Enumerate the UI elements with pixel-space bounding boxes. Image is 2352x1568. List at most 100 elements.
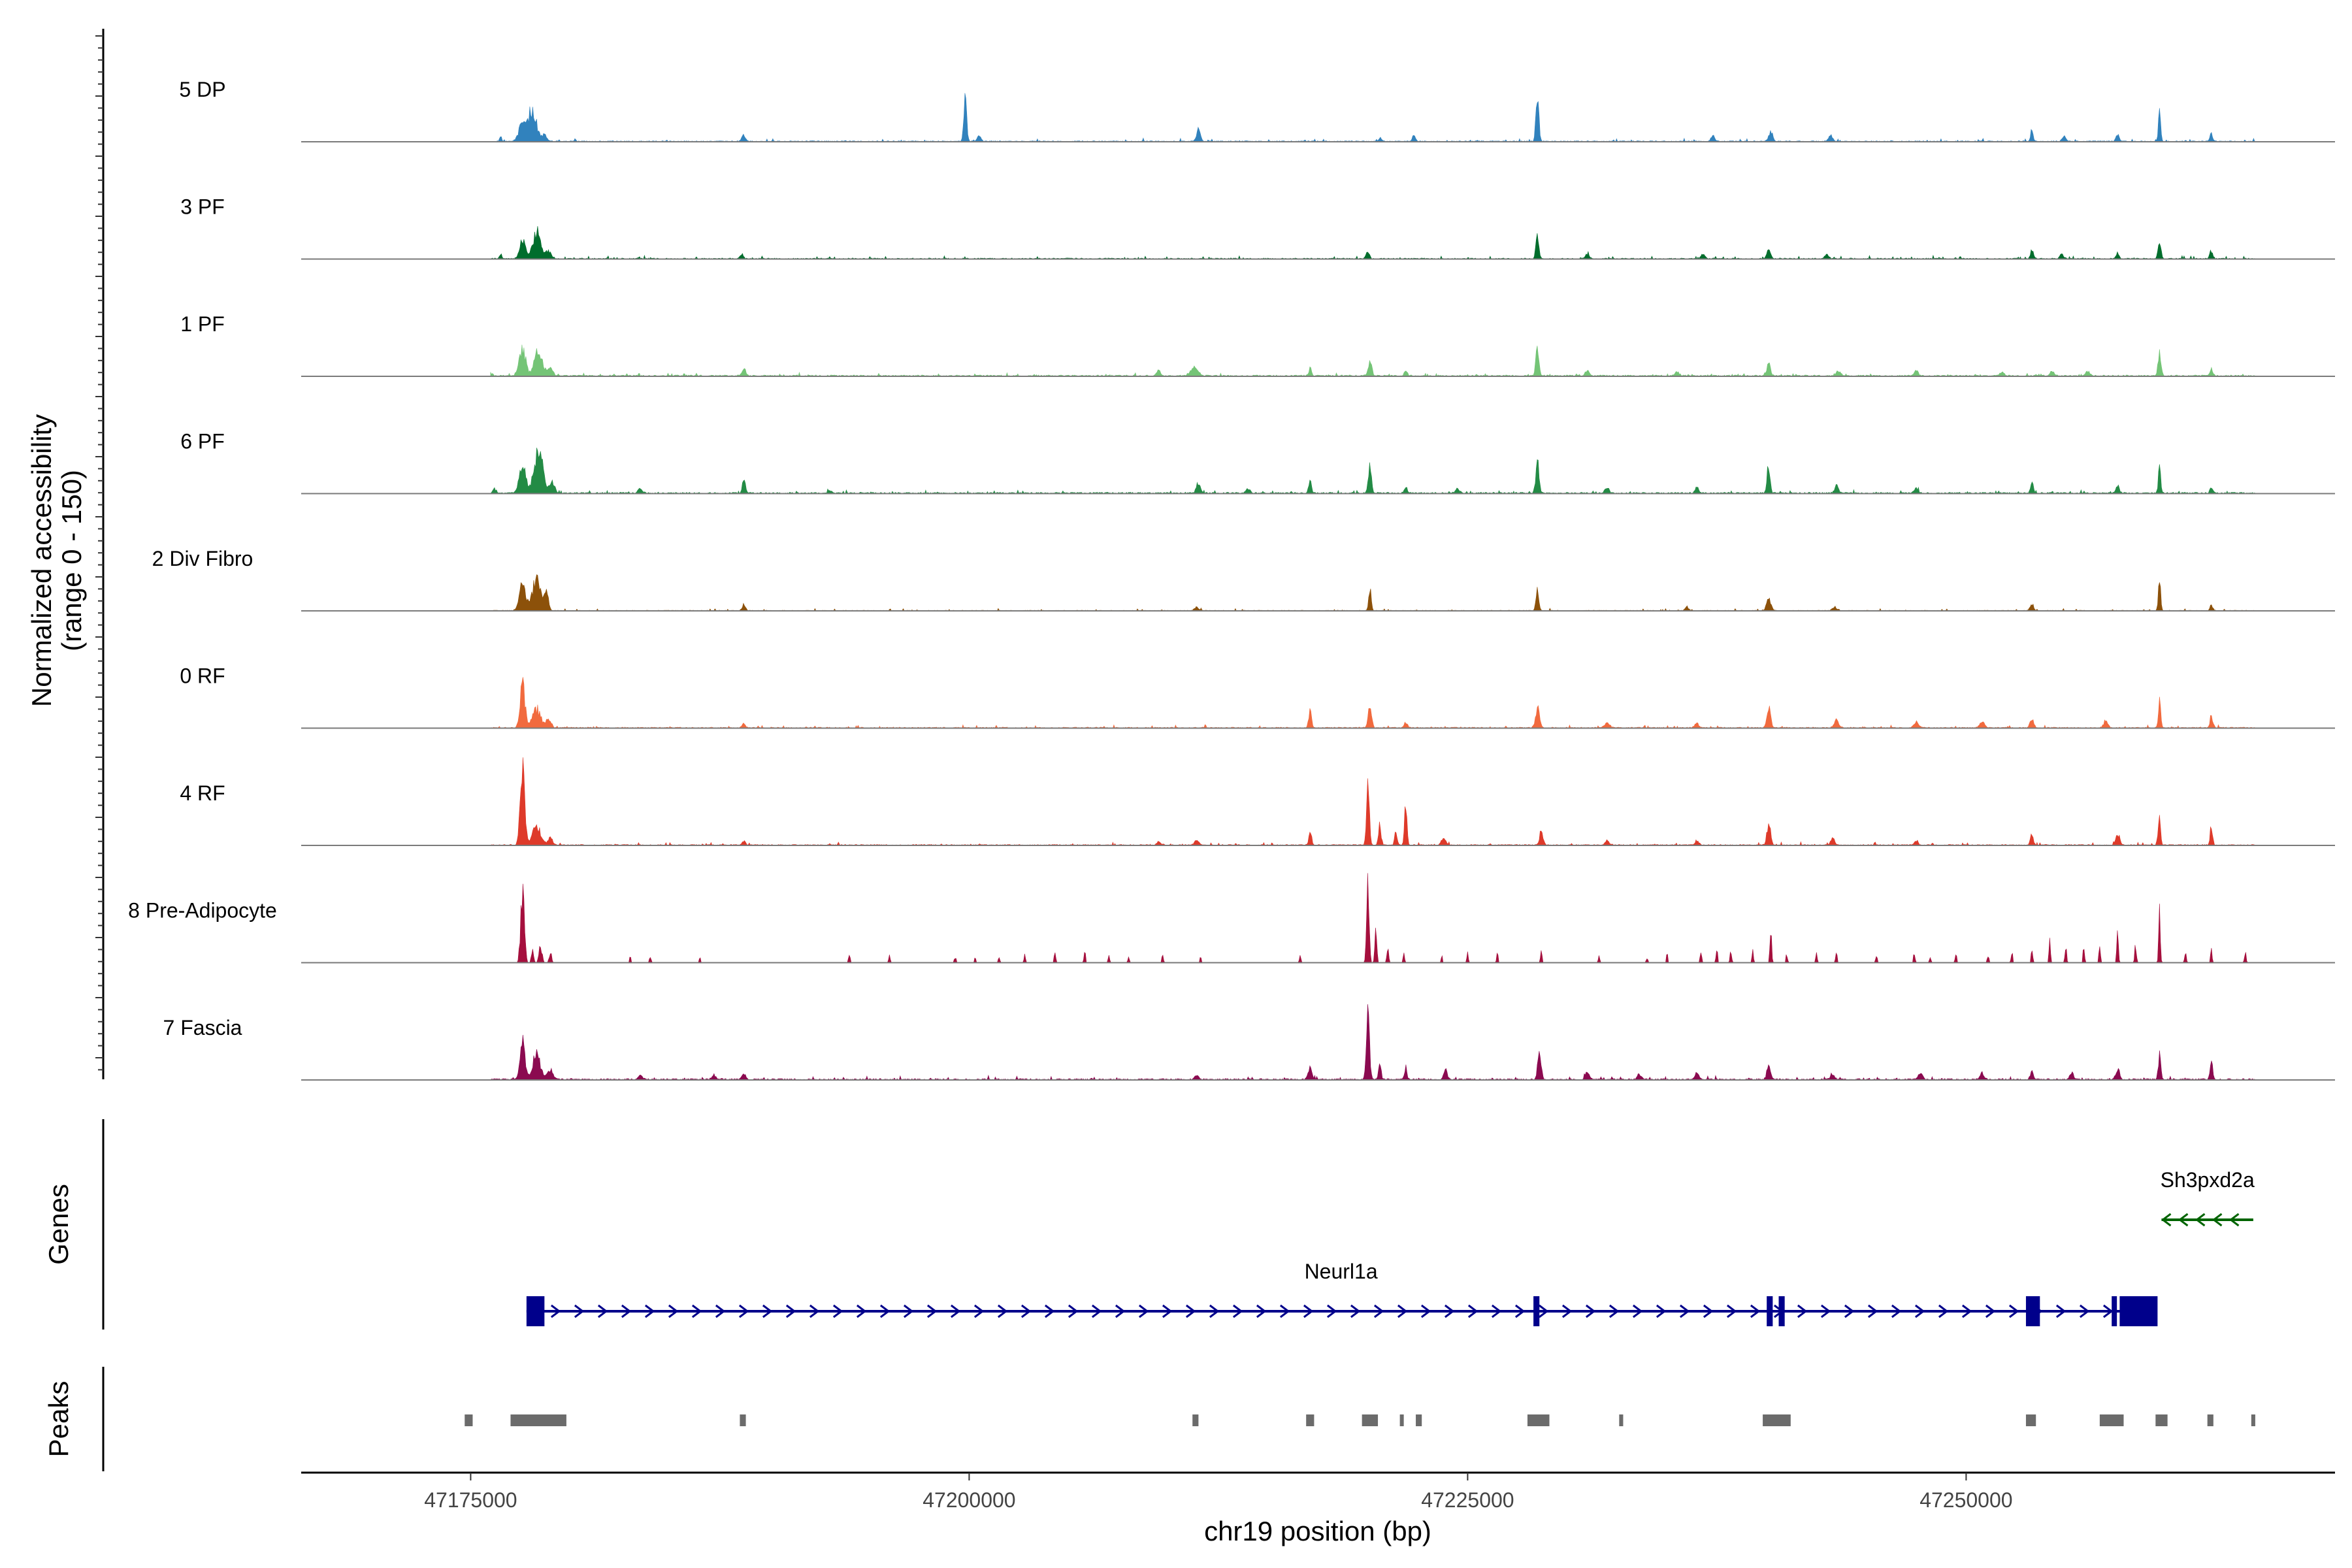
peak-region bbox=[1619, 1414, 1624, 1426]
track-4-rf bbox=[301, 757, 2335, 846]
strand-arrow bbox=[1656, 1304, 1667, 1318]
strand-arrow bbox=[1420, 1304, 1431, 1318]
x-axis: 47175000 47200000 47225000 47250000 bbox=[424, 1473, 2013, 1512]
strand-arrow bbox=[1844, 1304, 1855, 1318]
strand-arrow bbox=[2161, 1213, 2172, 1227]
track-8-pre-adipocyte bbox=[301, 873, 2335, 964]
gene-label-neurl1a: Neurl1a bbox=[1305, 1260, 1378, 1283]
strand-arrow bbox=[1444, 1304, 1455, 1318]
gene-label-sh3pxd2a: Sh3pxd2a bbox=[2161, 1168, 2255, 1192]
x-tick-label: 47225000 bbox=[1421, 1488, 1514, 1512]
strand-arrow bbox=[1162, 1304, 1173, 1318]
strand-arrow bbox=[2008, 1304, 2019, 1318]
strand-arrow bbox=[574, 1304, 585, 1318]
strand-arrow bbox=[1891, 1304, 1902, 1318]
gene-sh3pxd2a: Sh3pxd2a bbox=[2161, 1168, 2255, 1227]
peaks-panel-label: Peaks bbox=[43, 1381, 74, 1458]
coverage-area-7-fascia bbox=[490, 1004, 2256, 1081]
peaks-track bbox=[465, 1414, 2255, 1426]
strand-arrow bbox=[879, 1304, 890, 1318]
strand-arrow bbox=[2102, 1304, 2114, 1318]
strand-arrow bbox=[1914, 1304, 1925, 1318]
strand-arrow bbox=[1609, 1304, 1620, 1318]
strand-arrow bbox=[2195, 1213, 2206, 1227]
strand-arrow bbox=[1561, 1304, 1573, 1318]
track-label-5-dp: 5 DP bbox=[179, 78, 225, 101]
strand-arrow bbox=[1068, 1304, 1079, 1318]
peak-region bbox=[1362, 1414, 1379, 1426]
exon bbox=[1778, 1296, 1785, 1326]
strand-arrow bbox=[1138, 1304, 1149, 1318]
strand-arrow bbox=[1350, 1304, 1361, 1318]
strand-arrow bbox=[2178, 1213, 2189, 1227]
genes-panel-label: Genes bbox=[43, 1184, 74, 1265]
strand-arrow bbox=[1703, 1304, 1714, 1318]
coverage-area-6-pf bbox=[490, 448, 2256, 495]
strand-arrow bbox=[668, 1304, 679, 1318]
y-axis-label-line1: Normalized accessibility bbox=[26, 414, 57, 707]
coverage-area-4-rf bbox=[490, 757, 2256, 846]
exon bbox=[1533, 1296, 1540, 1326]
strand-arrow bbox=[1514, 1304, 1526, 1318]
strand-arrow bbox=[1091, 1304, 1102, 1318]
exon bbox=[2112, 1296, 2117, 1326]
coverage-area-3-pf bbox=[489, 226, 2256, 259]
strand-arrow bbox=[1467, 1304, 1478, 1318]
strand-arrow bbox=[1961, 1304, 1972, 1318]
peak-region bbox=[2155, 1414, 2168, 1426]
peak-region bbox=[2025, 1414, 2036, 1426]
strand-arrow bbox=[926, 1304, 938, 1318]
coverage-area-0-rf bbox=[490, 677, 2256, 728]
track-0-rf bbox=[301, 677, 2335, 729]
track-1-pf bbox=[301, 344, 2335, 377]
strand-arrow bbox=[1397, 1304, 1408, 1318]
strand-arrow bbox=[1867, 1304, 1878, 1318]
peak-region bbox=[1527, 1414, 1550, 1426]
track-label-0-rf: 0 RF bbox=[180, 664, 225, 688]
track-label-7-fascia: 7 Fascia bbox=[163, 1016, 242, 1039]
strand-arrow bbox=[1256, 1304, 1267, 1318]
strand-arrow bbox=[715, 1304, 726, 1318]
strand-arrow bbox=[1820, 1304, 1831, 1318]
strand-arrow bbox=[1115, 1304, 1126, 1318]
strand-arrow bbox=[2055, 1304, 2066, 1318]
track-5-dp bbox=[301, 93, 2335, 142]
strand-arrow bbox=[738, 1304, 749, 1318]
track-label-4-rf: 4 RF bbox=[180, 781, 225, 805]
peak-region bbox=[510, 1414, 566, 1426]
coverage-area-2-div-fibro bbox=[490, 574, 2255, 612]
track-3-pf bbox=[301, 226, 2335, 260]
strand-arrow bbox=[903, 1304, 914, 1318]
strand-arrow bbox=[1279, 1304, 1290, 1318]
peak-region bbox=[2251, 1414, 2255, 1426]
strand-arrow bbox=[1185, 1304, 1196, 1318]
strand-arrow bbox=[691, 1304, 702, 1318]
strand-arrow bbox=[1044, 1304, 1055, 1318]
strand-arrow bbox=[1985, 1304, 1996, 1318]
strand-arrow bbox=[856, 1304, 867, 1318]
peak-region bbox=[1416, 1414, 1422, 1426]
strand-arrow bbox=[1326, 1304, 1337, 1318]
exon bbox=[2025, 1296, 2040, 1326]
x-tick-label: 47250000 bbox=[1919, 1488, 2012, 1512]
peak-region bbox=[2099, 1414, 2124, 1426]
peak-region bbox=[740, 1414, 746, 1426]
strand-arrow bbox=[1797, 1304, 1808, 1318]
x-tick-label: 47200000 bbox=[923, 1488, 1015, 1512]
strand-arrow bbox=[1938, 1304, 1949, 1318]
peak-region bbox=[465, 1414, 473, 1426]
peak-region bbox=[1399, 1414, 1404, 1426]
peak-region bbox=[1306, 1414, 1315, 1426]
peak-region bbox=[1763, 1414, 1791, 1426]
coverage-area-5-dp bbox=[490, 93, 2256, 142]
gene-neurl1a: Neurl1a bbox=[526, 1260, 2158, 1326]
strand-arrow bbox=[2079, 1304, 2090, 1318]
track-label-2-div-fibro: 2 Div Fibro bbox=[152, 547, 253, 570]
strand-arrow bbox=[550, 1304, 561, 1318]
strand-arrow bbox=[997, 1304, 1008, 1318]
strand-arrow bbox=[1726, 1304, 1737, 1318]
strand-arrow bbox=[1585, 1304, 1596, 1318]
accessibility-tracks bbox=[301, 93, 2335, 1081]
strand-arrow bbox=[1209, 1304, 1220, 1318]
